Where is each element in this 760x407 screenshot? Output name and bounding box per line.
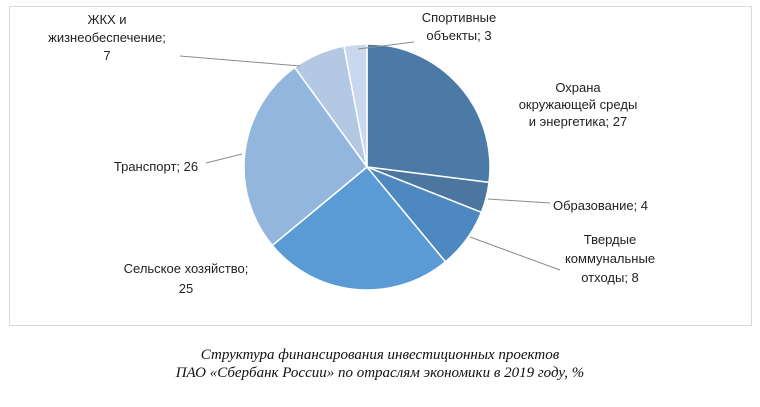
slice-label: Охрана окружающей среды и энергетика; 27 [519, 80, 638, 129]
pie-slice [366, 43, 491, 184]
leader-line [469, 236, 561, 271]
pie-slices [243, 43, 491, 291]
slice-label: Транспорт; 26 [114, 159, 198, 174]
pie-slice [343, 43, 368, 168]
pie-slice [271, 165, 447, 291]
slice-labels: Охрана окружающей среды и энергетика; 27 Об… [48, 10, 655, 296]
leader-line [205, 153, 243, 164]
caption-line-2: ПАО «Сбербанк России» по отраслям эконом… [175, 365, 585, 381]
slice-label: Спортивные объекты; 3 [422, 10, 496, 43]
slice-label: Образование; 4 [553, 198, 648, 213]
leader-lines [179, 41, 561, 271]
leader-line [487, 198, 551, 204]
pie-chart: Охрана окружающей среды и энергетика; 27 Об… [48, 10, 655, 296]
slice-label: Сельское хозяйство; 25 [124, 261, 249, 296]
figure-caption: Структура финансирования инвестиционных … [0, 346, 760, 382]
slice-label: ЖКХ и жизнеобеспечение; 7 [48, 12, 166, 63]
slice-label: Твердые коммунальные отходы; 8 [565, 232, 655, 285]
caption-line-1: Структура финансирования инвестиционных … [200, 347, 560, 363]
pie-slice [243, 66, 369, 247]
leader-line [357, 41, 415, 50]
leader-line [179, 55, 301, 67]
